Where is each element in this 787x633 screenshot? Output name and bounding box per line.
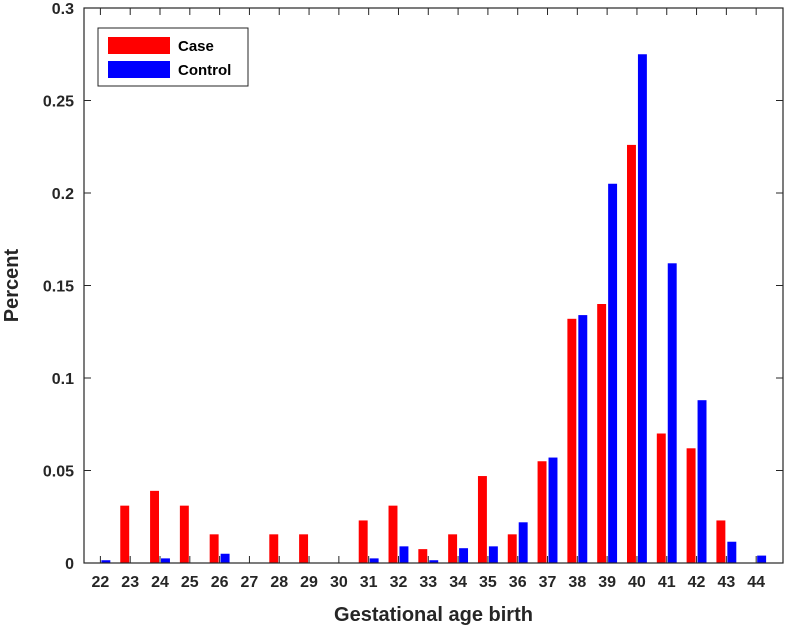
bar-control-26 bbox=[220, 553, 230, 563]
x-tick-label: 22 bbox=[91, 574, 109, 591]
x-tick-label: 34 bbox=[449, 574, 467, 591]
bar-control-31 bbox=[369, 558, 379, 564]
bar-control-34 bbox=[459, 548, 469, 563]
x-tick-label: 23 bbox=[121, 574, 139, 591]
bars-layer bbox=[101, 54, 767, 564]
y-tick-label: 0.3 bbox=[52, 1, 74, 18]
bar-case-32 bbox=[388, 505, 398, 563]
bar-case-40 bbox=[627, 144, 636, 563]
bar-case-42 bbox=[686, 448, 696, 563]
legend-swatch-case bbox=[108, 37, 170, 54]
y-axis-title: Percent bbox=[1, 248, 23, 322]
bar-control-42 bbox=[697, 400, 707, 563]
bar-case-28 bbox=[269, 534, 279, 563]
y-tick-label: 0.1 bbox=[52, 371, 74, 388]
x-tick-label: 41 bbox=[658, 574, 676, 591]
legend-label-control: Control bbox=[178, 62, 231, 79]
x-tick-label: 39 bbox=[598, 574, 616, 591]
bar-control-33 bbox=[429, 560, 439, 563]
x-tick-label: 36 bbox=[509, 574, 527, 591]
x-tick-label: 28 bbox=[270, 574, 288, 591]
bar-case-23 bbox=[120, 505, 130, 563]
bar-case-26 bbox=[209, 534, 219, 563]
x-tick-label: 43 bbox=[717, 574, 735, 591]
x-tick-label: 40 bbox=[628, 574, 646, 591]
legend: Case Control bbox=[97, 27, 249, 87]
bar-case-34 bbox=[448, 534, 458, 563]
bar-case-41 bbox=[656, 433, 666, 563]
bar-control-44 bbox=[757, 555, 767, 563]
bar-control-41 bbox=[667, 263, 677, 563]
ticks-layer: 0 0.05 0.1 0.15 0.2 0.25 0.3 22 23 24 25 26 27 28 29 30… bbox=[43, 1, 783, 591]
bar-control-37 bbox=[548, 457, 558, 563]
x-tick-label: 38 bbox=[568, 574, 586, 591]
bar-case-43 bbox=[716, 520, 726, 563]
bar-control-39 bbox=[608, 183, 618, 563]
legend-swatch-control bbox=[108, 61, 170, 78]
bar-control-22 bbox=[101, 560, 111, 563]
bar-case-33 bbox=[418, 549, 428, 564]
bar-control-38 bbox=[578, 315, 588, 563]
x-tick-label: 35 bbox=[479, 574, 497, 591]
y-tick-label: 0.25 bbox=[43, 94, 74, 111]
bar-case-31 bbox=[358, 520, 368, 563]
bar-case-38 bbox=[567, 318, 577, 563]
y-tick-label: 0.05 bbox=[43, 464, 74, 481]
bar-case-25 bbox=[179, 505, 189, 563]
x-tick-label: 26 bbox=[211, 574, 229, 591]
x-tick-label: 33 bbox=[419, 574, 437, 591]
bar-case-39 bbox=[597, 304, 607, 563]
x-tick-label: 25 bbox=[181, 574, 199, 591]
x-tick-label: 37 bbox=[539, 574, 557, 591]
x-tick-label: 24 bbox=[151, 574, 169, 591]
x-axis-title: Gestational age birth bbox=[334, 604, 533, 626]
bar-case-37 bbox=[537, 461, 547, 563]
bar-case-29 bbox=[299, 534, 309, 563]
y-tick-label: 0.2 bbox=[52, 186, 74, 203]
bar-control-40 bbox=[637, 54, 647, 563]
bar-control-35 bbox=[488, 546, 498, 563]
x-tick-label: 31 bbox=[360, 574, 378, 591]
bar-control-36 bbox=[518, 522, 528, 563]
x-tick-label: 42 bbox=[688, 574, 706, 591]
legend-label-case: Case bbox=[178, 38, 214, 55]
x-tick-label: 27 bbox=[241, 574, 259, 591]
bar-control-24 bbox=[161, 558, 170, 564]
y-tick-label: 0 bbox=[65, 556, 74, 573]
x-tick-label: 29 bbox=[300, 574, 318, 591]
bar-case-35 bbox=[477, 476, 487, 563]
x-tick-label: 30 bbox=[330, 574, 348, 591]
x-tick-label: 32 bbox=[390, 574, 408, 591]
bar-case-24 bbox=[150, 490, 160, 563]
bar-control-43 bbox=[727, 541, 737, 563]
x-tick-label: 44 bbox=[747, 574, 765, 591]
bar-control-32 bbox=[399, 546, 409, 563]
plot-frame bbox=[83, 7, 784, 564]
y-tick-label: 0.15 bbox=[43, 279, 74, 296]
bar-case-36 bbox=[507, 534, 517, 563]
